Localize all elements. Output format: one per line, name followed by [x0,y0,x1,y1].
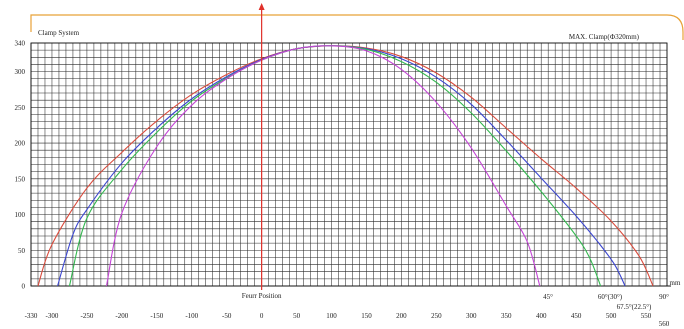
x-tick-label: 350 [501,312,512,320]
header-left-label: Clamp System [38,29,80,37]
center-marker [258,3,265,290]
y-tick-label: 100 [15,211,26,219]
x-tick-label: 0 [260,312,264,320]
x-tick-label: 550 [641,312,652,320]
x-tick-label: 400 [536,312,547,320]
x-tick-label: 500 [606,312,617,320]
y-tick-label: 50 [18,247,26,255]
y-tick-label: 340 [15,40,26,48]
x-tick-label: 250 [431,312,442,320]
x-tick-labels: -330 -300 -250 -200 -150 -100 -50 0 50 100 150 200 2… [25,312,652,320]
end-label-60: 60°(30°) [598,293,623,301]
end-label-67-5: 67.5°(22.5°) [617,303,652,311]
x-tick-label: 50 [293,312,301,320]
end-label-560: 560 [659,320,670,328]
x-tick-label: 450 [571,312,582,320]
y-tick-labels: 0 50 100 150 200 250 300 340 [15,40,26,291]
series-line-3 [105,45,541,287]
x-tick-label: -330 [25,312,38,320]
header-frame [30,14,684,40]
x-unit-label: mm [670,279,681,287]
x-tick-label: 100 [326,312,337,320]
end-label-90: 90° [659,293,669,301]
series-layer [37,45,654,287]
y-tick-label: 200 [15,140,26,148]
center-arrow-icon [258,3,265,10]
center-position-label: Feurr Position [242,292,282,300]
x-tick-label: -250 [80,312,93,320]
y-tick-label: 0 [22,283,26,291]
end-label-45: 45° [543,293,553,301]
x-tick-label: 300 [466,312,477,320]
x-tick-label: -50 [222,312,232,320]
x-tick-label: 200 [396,312,407,320]
y-tick-label: 150 [15,175,26,183]
chart-axes [30,43,671,287]
chart-grid [30,42,668,287]
y-tick-label: 300 [15,68,26,76]
x-tick-label: -200 [115,312,128,320]
y-tick-label: 250 [15,104,26,112]
header-right-label: MAX. Clamp(Ф320mm) [569,33,640,41]
series-line-2 [68,45,602,287]
x-tick-label: -300 [46,312,59,320]
x-tick-label: 150 [361,312,372,320]
x-tick-label: -100 [185,312,198,320]
x-tick-label: -150 [150,312,163,320]
